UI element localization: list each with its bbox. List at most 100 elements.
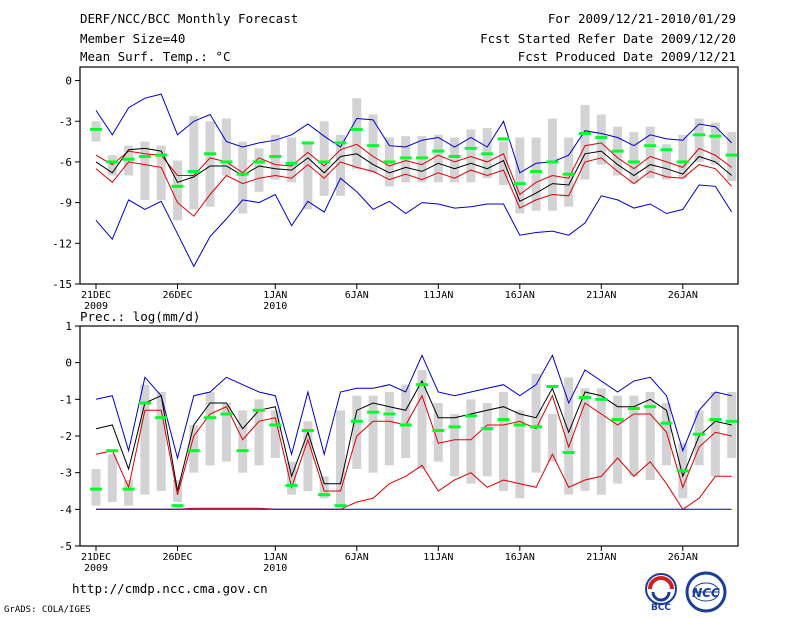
ensemble-box: [580, 104, 590, 180]
median-marker: [481, 152, 494, 156]
ensemble-box: [662, 403, 671, 466]
median-marker: [579, 131, 591, 135]
x-tick-label: 21JAN: [586, 552, 616, 563]
ensemble-box: [433, 134, 443, 183]
median-marker: [399, 423, 412, 427]
series-ens_mean_lowest: [96, 453, 732, 511]
y-tick-label: -4: [59, 503, 73, 516]
median-marker: [220, 160, 233, 164]
series-ens_mean: [95, 147, 733, 202]
website-url[interactable]: http://cmdp.ncc.cma.gov.cn: [72, 581, 268, 596]
x-tick-year: 2009: [84, 563, 108, 574]
ncc-logo: NCC: [685, 571, 727, 613]
median-marker: [595, 136, 608, 140]
x-tick-label: 26DEC: [162, 552, 192, 563]
median-marker: [464, 414, 477, 418]
svg-text:BCC: BCC: [651, 603, 671, 612]
ensemble-box: [580, 388, 590, 491]
ensemble-box: [450, 414, 460, 477]
median-marker: [236, 449, 249, 453]
ensemble-box: [91, 121, 101, 142]
ensemble-box: [547, 414, 557, 462]
median-marker: [171, 184, 184, 188]
ensemble-box: [303, 144, 313, 210]
median-marker: [122, 157, 135, 161]
x-tick-label: 16JAN: [505, 290, 535, 301]
median-marker: [448, 155, 461, 159]
series-ens_mean: [95, 379, 732, 492]
median-marker: [285, 161, 298, 165]
ensemble-box: [205, 121, 215, 207]
x-tick-label: 16JAN: [505, 552, 535, 563]
x-tick-label: 11JAN: [423, 552, 453, 563]
ensemble-box: [189, 115, 199, 210]
median-marker: [660, 421, 673, 425]
median-marker: [660, 148, 673, 152]
median-marker: [318, 493, 331, 497]
ensemble-box: [466, 129, 476, 183]
ensemble-box: [531, 137, 541, 211]
bcc-logo: BCC: [645, 573, 677, 612]
ensemble-box: [140, 384, 150, 495]
chart-title: DERF/NCC/BCC Monthly Forecast: [80, 11, 299, 26]
x-tick-label: 6JAN: [345, 552, 369, 563]
y-tick-label: -12: [52, 237, 72, 250]
median-marker: [171, 504, 184, 508]
x-tick-label: 21DEC: [81, 552, 111, 563]
ensemble-box: [694, 118, 704, 162]
median-marker: [253, 160, 265, 164]
median-marker: [399, 156, 412, 160]
x-tick-label: 21DEC: [81, 290, 111, 301]
median-marker: [138, 401, 151, 405]
plot-frame: [79, 66, 739, 285]
median-marker: [709, 418, 722, 421]
median-marker: [432, 149, 445, 153]
median-marker: [595, 397, 608, 401]
median-marker: [513, 423, 526, 427]
median-marker: [106, 449, 119, 453]
ensemble-box: [287, 461, 297, 495]
member-size: Member Size=40: [80, 31, 186, 46]
median-marker: [432, 429, 445, 432]
y-tick-label: -1: [59, 393, 72, 406]
series-max: [95, 93, 733, 174]
ensemble-box: [596, 114, 606, 165]
ensemble-box: [107, 454, 117, 502]
median-marker: [546, 160, 559, 164]
median-marker: [204, 152, 217, 156]
ensemble-box: [254, 148, 264, 192]
median-marker: [562, 451, 575, 454]
median-marker: [693, 432, 706, 436]
median-marker: [122, 487, 135, 491]
median-marker: [220, 412, 233, 416]
ensemble-box: [564, 137, 574, 207]
ensemble-box: [303, 421, 313, 491]
y-tick-label: -5: [59, 540, 72, 553]
ensemble-box: [433, 403, 443, 462]
ensemble-box: [401, 384, 411, 458]
median-marker: [334, 141, 347, 145]
x-tick-label: 26JAN: [668, 552, 698, 563]
median-marker: [416, 383, 428, 387]
median-marker: [367, 144, 380, 148]
ensemble-box: [368, 395, 378, 473]
median-marker: [676, 160, 689, 164]
y-tick-label: 1: [65, 320, 72, 333]
ensemble-box: [336, 134, 345, 196]
median-marker: [155, 416, 168, 420]
median-marker: [301, 141, 314, 145]
ensemble-box: [91, 469, 101, 506]
ensemble-box: [710, 392, 720, 477]
ensemble-box: [221, 118, 231, 176]
variable-label: Mean Surf. Temp.: °C: [80, 49, 231, 64]
median-marker: [644, 405, 657, 409]
ensemble-box: [499, 141, 508, 185]
x-tick-label: 21JAN: [586, 290, 616, 301]
ensemble-box: [613, 395, 623, 484]
ensemble-box: [287, 137, 297, 183]
ensemble-box: [384, 392, 394, 466]
ensemble-box: [107, 155, 117, 176]
ensemble-box: [482, 403, 492, 477]
y-tick-label: 0: [65, 357, 72, 370]
median-marker: [448, 425, 461, 429]
